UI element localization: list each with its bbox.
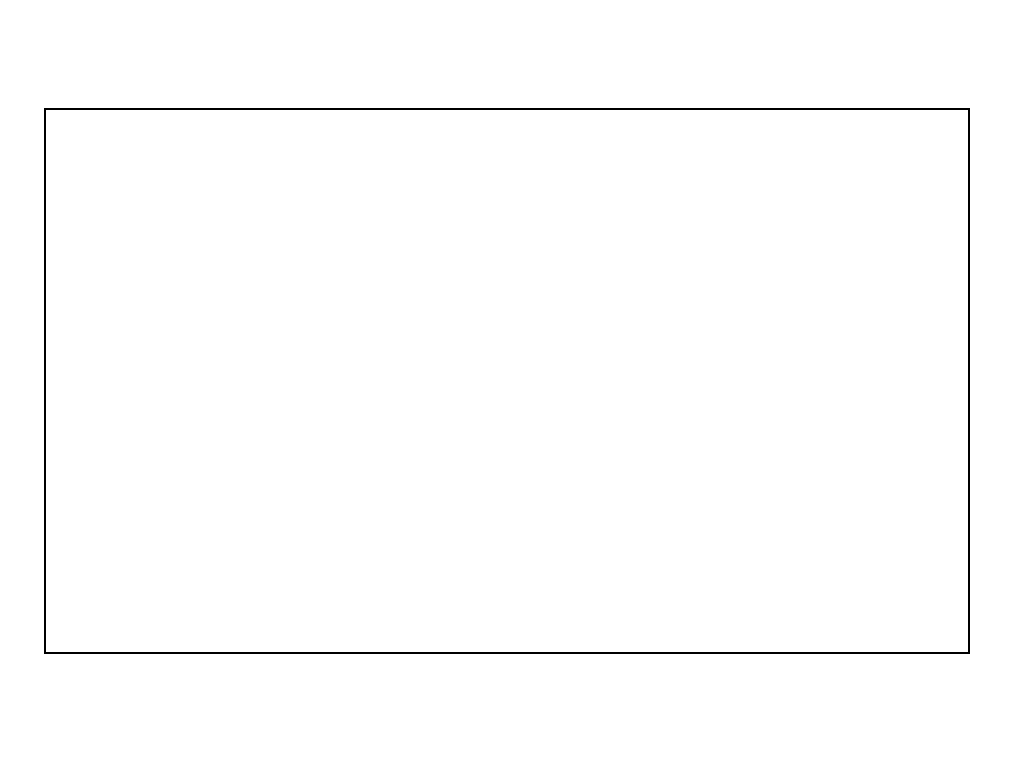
shear-streamline-map-canvas [46, 110, 968, 652]
map-frame [44, 108, 970, 654]
colorbar [88, 706, 936, 764]
